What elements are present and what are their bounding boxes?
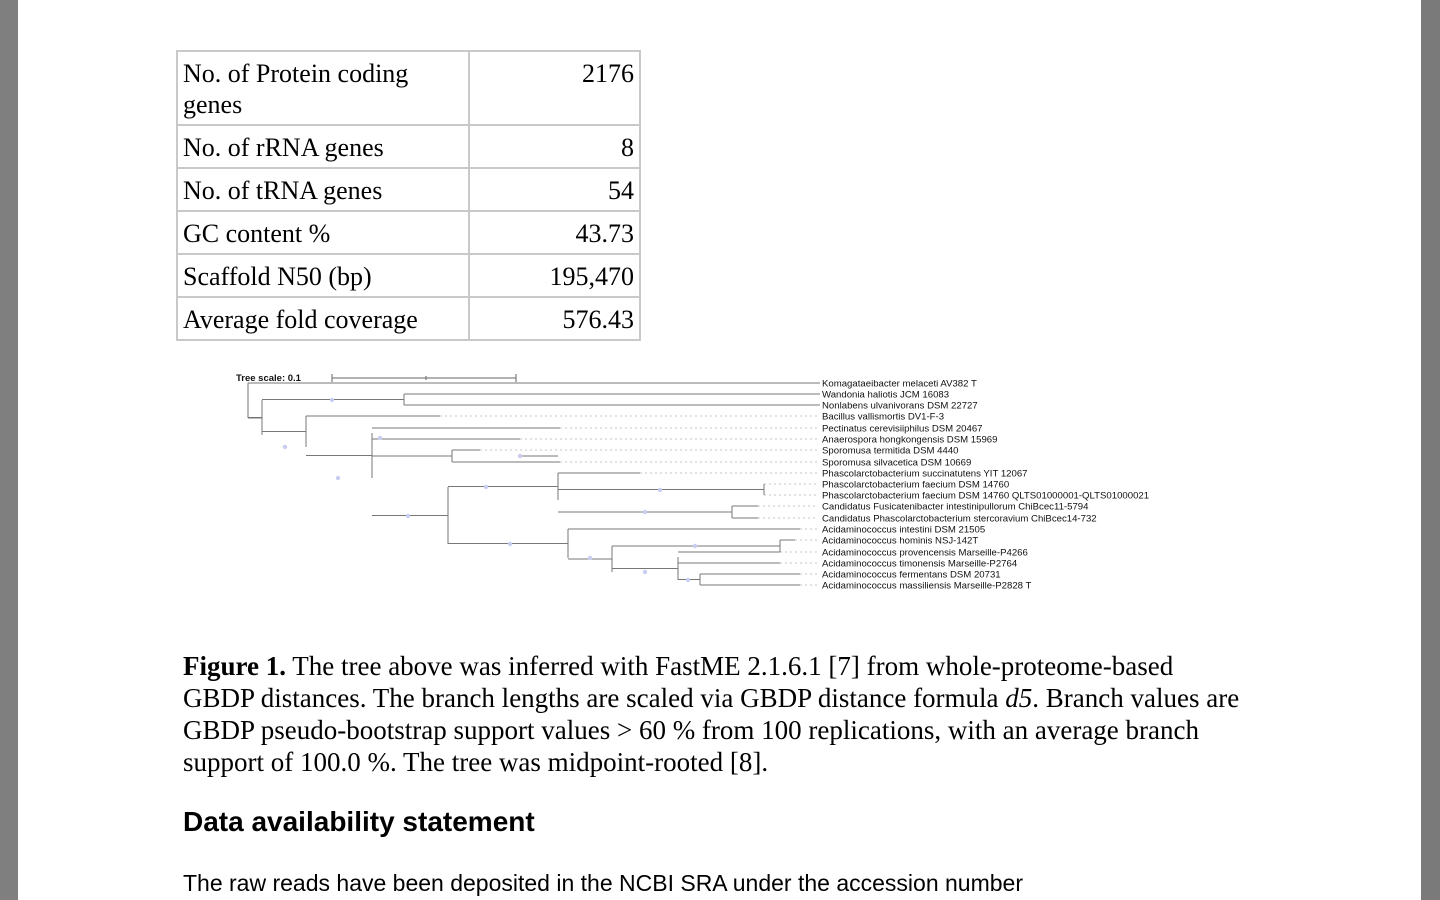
figure-label: Figure 1. xyxy=(183,651,286,681)
window-edge xyxy=(1421,0,1440,900)
taxon-label: Acidaminococcus intestini DSM 21505 xyxy=(822,525,985,536)
taxon-label: Bacillus vallismortis DV1-F-3 xyxy=(822,412,944,423)
row-label: No. of rRNA genes xyxy=(176,124,470,169)
document-page: No. of Protein coding genes 2176 No. of … xyxy=(18,0,1421,900)
row-value: 576.43 xyxy=(468,296,641,341)
taxon-label: Candidatus Phascolarctobacterium stercor… xyxy=(822,514,1097,525)
section-body: The raw reads have been deposited in the… xyxy=(183,870,1023,896)
phylogenetic-tree: Tree scale: 0.1 Komagataeibacter melacet… xyxy=(236,373,1149,592)
row-label: GC content % xyxy=(176,210,470,255)
tree-taxon-labels: Komagataeibacter melaceti AV382 TWandoni… xyxy=(822,379,1149,592)
row-label: No. of Protein coding genes xyxy=(176,50,470,126)
support-marker xyxy=(657,487,663,493)
taxon-label: Acidaminococcus hominis NSJ-142T xyxy=(822,536,978,547)
row-label: Average fold coverage xyxy=(176,296,470,341)
support-marker xyxy=(685,577,691,583)
table-row: No. of rRNA genes 8 xyxy=(176,124,641,169)
taxon-label: Wandonia haliotis JCM 16083 xyxy=(822,390,949,401)
support-marker xyxy=(692,543,698,549)
genome-stats-table: No. of Protein coding genes 2176 No. of … xyxy=(176,50,641,341)
row-label: No. of tRNA genes xyxy=(176,167,470,212)
row-value: 2176 xyxy=(468,50,641,126)
row-label: Scaffold N50 (bp) xyxy=(176,253,470,298)
caption-formula: d5 xyxy=(1005,683,1033,713)
taxon-label: Pectinatus cerevisiiphilus DSM 20467 xyxy=(822,424,983,435)
row-value: 43.73 xyxy=(468,210,641,255)
section-heading: Data availability statement xyxy=(183,806,535,837)
support-marker xyxy=(329,397,335,403)
support-marker xyxy=(335,475,341,481)
taxon-label: Acidaminococcus provencensis Marseille-P… xyxy=(822,548,1028,559)
caption-text: The tree above was inferred with FastME … xyxy=(183,651,1174,713)
table-row: GC content % 43.73 xyxy=(176,210,641,255)
support-marker xyxy=(405,513,411,519)
taxon-label: Phascolarctobacterium faecium DSM 14760 xyxy=(822,480,1009,491)
support-marker xyxy=(483,484,489,490)
taxon-label: Anaerospora hongkongensis DSM 15969 xyxy=(822,435,997,446)
tree-support-markers xyxy=(282,397,698,583)
taxon-label: Acidaminococcus timonensis Marseille-P27… xyxy=(822,559,1018,570)
support-marker xyxy=(642,509,648,515)
support-marker xyxy=(282,444,288,450)
taxon-label: Phascolarctobacterium succinatutens YIT … xyxy=(822,469,1028,480)
row-value: 8 xyxy=(468,124,641,169)
row-value: 54 xyxy=(468,167,641,212)
table-row: Average fold coverage 576.43 xyxy=(176,296,641,341)
tree-branches xyxy=(247,382,820,586)
support-marker xyxy=(587,555,593,561)
taxon-label: Acidaminococcus fermentans DSM 20731 xyxy=(822,570,1001,581)
taxon-label: Phascolarctobacterium faecium DSM 14760 … xyxy=(822,491,1149,502)
caption-text-end: . Branch values are GBDP pseudo-bootstra… xyxy=(183,683,1240,777)
taxon-label: Candidatus Fusicatenibacter intestinipul… xyxy=(822,502,1089,513)
table-row: No. of Protein coding genes 2176 xyxy=(176,50,641,126)
row-value: 195,470 xyxy=(468,253,641,298)
table-row: Scaffold N50 (bp) 195,470 xyxy=(176,253,641,298)
taxon-label: Acidaminococcus massiliensis Marseille-P… xyxy=(822,581,1032,592)
support-marker xyxy=(377,435,383,441)
taxon-label: Komagataeibacter melaceti AV382 T xyxy=(822,379,977,390)
support-marker xyxy=(517,453,523,459)
table-row: No. of tRNA genes 54 xyxy=(176,167,641,212)
taxon-label: Sporomusa termitida DSM 4440 xyxy=(822,446,959,457)
figure-caption: Figure 1. The tree above was inferred wi… xyxy=(183,650,1243,778)
tree-scale-label: Tree scale: 0.1 xyxy=(236,373,302,384)
taxon-label: Sporomusa silvacetica DSM 10669 xyxy=(822,458,971,469)
tree-scale-bar xyxy=(331,374,517,382)
taxon-label: Nonlabens ulvanivorans DSM 22727 xyxy=(822,401,978,412)
support-marker xyxy=(507,541,513,547)
support-marker xyxy=(642,569,648,575)
